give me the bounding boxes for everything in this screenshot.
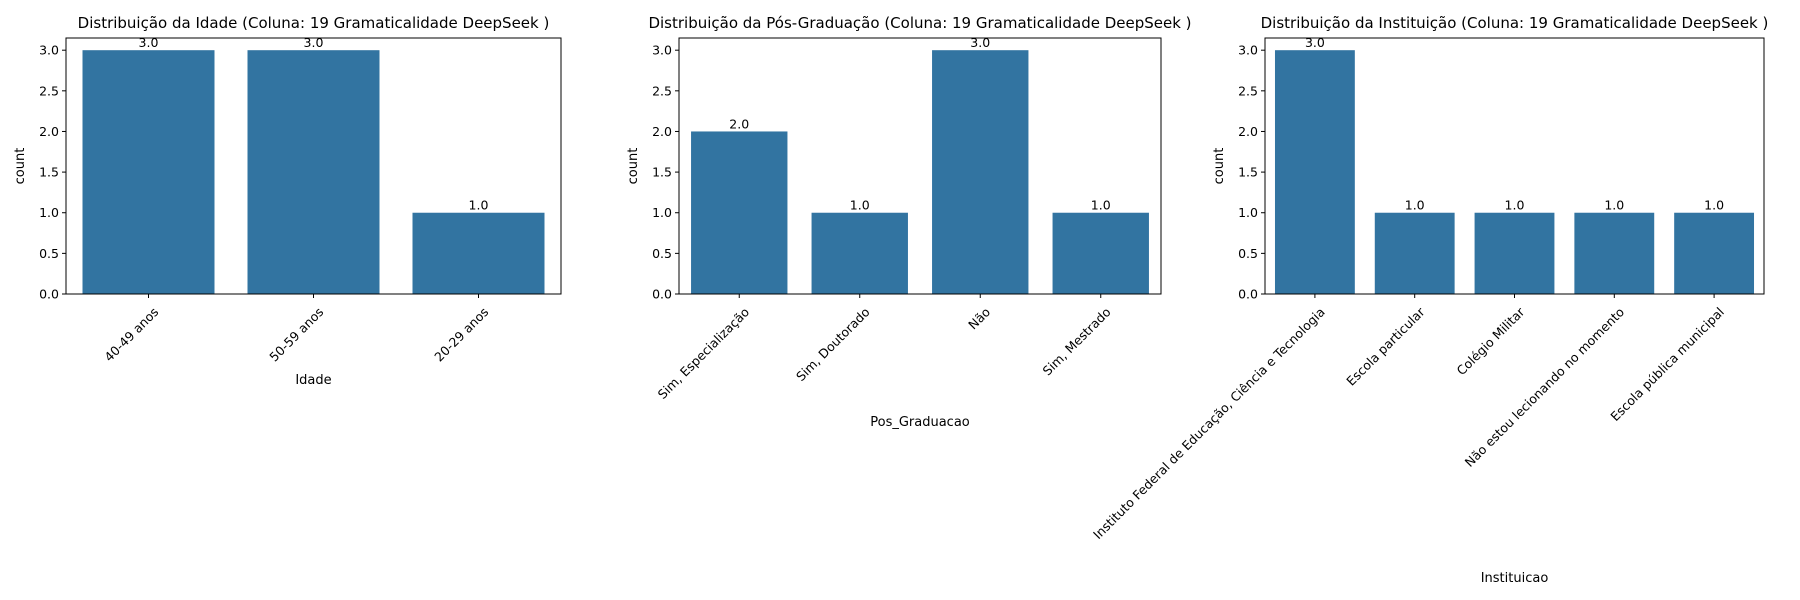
x-axis-label: Idade bbox=[295, 373, 331, 388]
y-tick-label: 1.0 bbox=[652, 205, 672, 220]
bar bbox=[1374, 212, 1455, 294]
x-tick-label: Instituto Federal de Educação, Ciência e… bbox=[1090, 304, 1328, 542]
bar bbox=[1574, 212, 1655, 294]
x-axis-label: Instituicao bbox=[1481, 571, 1549, 586]
y-tick-label: 2.0 bbox=[652, 124, 672, 139]
y-axis-label: count bbox=[13, 148, 28, 185]
bar bbox=[247, 50, 380, 294]
x-tick-label: Sim, Especialização bbox=[655, 304, 753, 402]
chart-title: Distribuição da Pós-Graduação (Coluna: 1… bbox=[648, 14, 1191, 32]
bar-value-label: 1.0 bbox=[1091, 198, 1111, 213]
chart-title: Distribuição da Instituição (Coluna: 19 … bbox=[1261, 14, 1769, 32]
x-tick-label: Sim, Doutorado bbox=[793, 304, 873, 384]
x-tick-label: 50-59 anos bbox=[266, 304, 326, 364]
y-tick-label: 3.0 bbox=[1238, 43, 1258, 58]
bar-value-label: 1.0 bbox=[1405, 198, 1425, 213]
bar-value-label: 1.0 bbox=[1704, 198, 1724, 213]
bar-value-label: 1.0 bbox=[469, 198, 489, 213]
y-tick-label: 3.0 bbox=[39, 43, 59, 58]
y-tick-label: 0.5 bbox=[1238, 246, 1258, 261]
bar-value-label: 1.0 bbox=[1604, 198, 1624, 213]
bar-value-label: 2.0 bbox=[729, 116, 749, 131]
bar bbox=[82, 50, 215, 294]
x-tick-label: Sim, Mestrado bbox=[1040, 304, 1114, 378]
bar-value-label: 1.0 bbox=[1505, 198, 1525, 213]
chart-title: Distribuição da Idade (Coluna: 19 Gramat… bbox=[78, 14, 550, 32]
chart-3: Distribuição da Instituição (Coluna: 19 … bbox=[1090, 14, 1768, 586]
bar bbox=[691, 131, 788, 294]
bar bbox=[932, 50, 1029, 294]
x-tick-label: Escola particular bbox=[1343, 304, 1428, 389]
x-tick-label: 40-49 anos bbox=[101, 304, 161, 364]
x-axis-label: Pos_Graduacao bbox=[870, 415, 970, 430]
x-tick-label: Escola pública municipal bbox=[1607, 304, 1727, 424]
bar bbox=[811, 212, 908, 294]
bar bbox=[1274, 50, 1355, 294]
y-tick-label: 2.0 bbox=[1238, 124, 1258, 139]
y-tick-label: 2.0 bbox=[39, 124, 59, 139]
y-tick-label: 1.0 bbox=[39, 205, 59, 220]
bar bbox=[1052, 212, 1149, 294]
x-tick-label: 20-29 anos bbox=[431, 304, 491, 364]
y-tick-label: 0.0 bbox=[39, 287, 59, 302]
x-tick-label: Não estou lecionando no momento bbox=[1462, 304, 1628, 470]
y-axis-label: count bbox=[1212, 148, 1227, 185]
y-tick-label: 2.5 bbox=[652, 83, 672, 98]
y-axis-label: count bbox=[626, 148, 641, 185]
bar-value-label: 3.0 bbox=[139, 35, 159, 50]
bar-value-label: 3.0 bbox=[970, 35, 990, 50]
y-tick-label: 0.5 bbox=[652, 246, 672, 261]
y-tick-label: 1.5 bbox=[1238, 165, 1258, 180]
y-tick-label: 2.5 bbox=[1238, 83, 1258, 98]
bar-value-label: 3.0 bbox=[1305, 35, 1325, 50]
y-tick-label: 0.5 bbox=[39, 246, 59, 261]
y-tick-label: 3.0 bbox=[652, 43, 672, 58]
bar-value-label: 3.0 bbox=[304, 35, 324, 50]
y-tick-label: 0.0 bbox=[652, 287, 672, 302]
y-tick-label: 1.5 bbox=[39, 165, 59, 180]
bar bbox=[412, 212, 545, 294]
bar-value-label: 1.0 bbox=[850, 198, 870, 213]
x-tick-label: Não bbox=[965, 304, 993, 332]
y-tick-label: 0.0 bbox=[1238, 287, 1258, 302]
x-tick-label: Colégio Militar bbox=[1454, 304, 1528, 378]
y-tick-label: 1.5 bbox=[652, 165, 672, 180]
axes-frame bbox=[678, 37, 1162, 295]
y-tick-label: 1.0 bbox=[1238, 205, 1258, 220]
chart-1: Distribuição da Idade (Coluna: 19 Gramat… bbox=[13, 14, 562, 388]
bar bbox=[1674, 212, 1755, 294]
bar bbox=[1474, 212, 1555, 294]
chart-2: Distribuição da Pós-Graduação (Coluna: 1… bbox=[626, 14, 1192, 430]
y-tick-label: 2.5 bbox=[39, 83, 59, 98]
